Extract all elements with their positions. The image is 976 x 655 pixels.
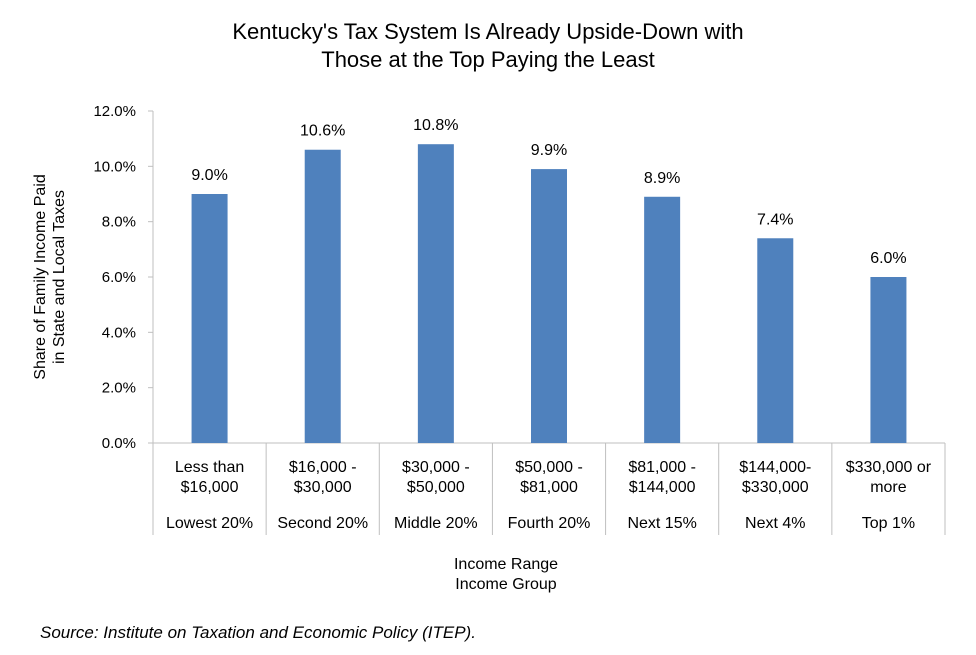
x-category-range-label: $144,000- bbox=[739, 459, 811, 476]
bar bbox=[870, 277, 907, 443]
y-axis-title-line: in State and Local Taxes bbox=[51, 190, 68, 364]
y-tick-label: 8.0% bbox=[102, 214, 136, 231]
x-category-group-label: Top 1% bbox=[862, 515, 915, 532]
data-label: 9.0% bbox=[191, 167, 227, 184]
x-category-range-label: $330,000 or bbox=[846, 459, 932, 476]
data-label: 6.0% bbox=[870, 250, 906, 267]
bar bbox=[757, 238, 794, 443]
y-tick-label: 4.0% bbox=[102, 324, 136, 341]
y-axis-title-line: Share of Family Income Paid bbox=[32, 174, 49, 379]
x-category-group-label: Middle 20% bbox=[394, 515, 478, 532]
chart-title-line: Kentucky's Tax System Is Already Upside-… bbox=[232, 19, 743, 44]
bar bbox=[644, 196, 681, 443]
x-category-range-label: $50,000 - bbox=[515, 459, 583, 476]
x-category-range-label: Less than bbox=[175, 459, 244, 476]
x-axis-title-line: Income Range bbox=[454, 556, 558, 573]
x-category-group-label: Next 15% bbox=[627, 515, 696, 532]
x-category-range-label: $30,000 - bbox=[402, 459, 470, 476]
x-category-range-label: $330,000 bbox=[742, 479, 809, 496]
x-category-group-label: Second 20% bbox=[277, 515, 368, 532]
x-category-range-label: $144,000 bbox=[629, 479, 696, 496]
chart-title-line: Those at the Top Paying the Least bbox=[321, 47, 655, 72]
y-tick-label: 12.0% bbox=[93, 103, 136, 120]
y-tick-label: 2.0% bbox=[102, 380, 136, 397]
bar bbox=[531, 169, 567, 443]
x-category-range-label: $81,000 bbox=[520, 479, 578, 496]
bar bbox=[417, 144, 454, 443]
x-category-range-label: $81,000 - bbox=[628, 459, 696, 476]
x-category-range-label: $30,000 bbox=[294, 479, 352, 496]
y-tick-label: 10.0% bbox=[93, 158, 136, 175]
x-category-range-label: $16,000 - bbox=[289, 459, 357, 476]
source-note: Source: Institute on Taxation and Econom… bbox=[40, 623, 476, 642]
y-tick-label: 0.0% bbox=[102, 435, 136, 452]
data-label: 8.9% bbox=[644, 170, 680, 187]
data-label: 10.6% bbox=[300, 123, 345, 140]
data-label: 7.4% bbox=[757, 211, 793, 228]
bar bbox=[191, 194, 228, 443]
x-category-group-label: Next 4% bbox=[745, 515, 805, 532]
x-axis-title-line: Income Group bbox=[455, 576, 556, 593]
x-category-range-label: more bbox=[870, 479, 907, 496]
y-tick-label: 6.0% bbox=[102, 269, 136, 286]
data-label: 10.8% bbox=[413, 117, 458, 134]
bar bbox=[304, 149, 341, 443]
x-category-group-label: Fourth 20% bbox=[508, 515, 591, 532]
x-category-group-label: Lowest 20% bbox=[166, 515, 253, 532]
data-label: 9.9% bbox=[531, 142, 567, 159]
x-category-range-label: $16,000 bbox=[181, 479, 239, 496]
x-category-range-label: $50,000 bbox=[407, 479, 465, 496]
